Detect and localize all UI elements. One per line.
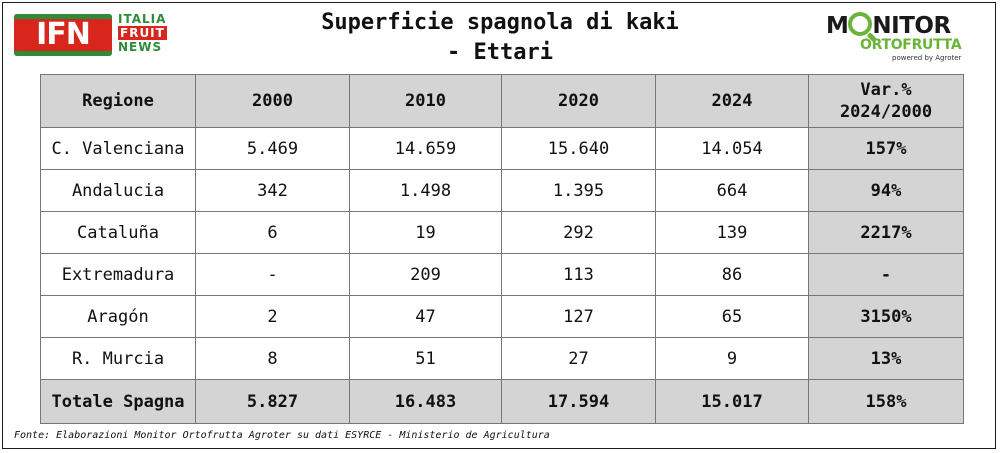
monitor-ortofrutta-logo: M NITOR ORTOFRUTTA powered by Agroter [826, 12, 986, 64]
table-row: Extremadura - 209 113 86 - [40, 253, 964, 296]
cell-2000: 342 [195, 169, 350, 212]
cell-2024: 9 [655, 337, 809, 380]
total-2000: 5.827 [195, 379, 350, 424]
header-regione: Regione [40, 74, 196, 128]
ifn-word-fruit: FRUIT [118, 26, 167, 40]
cell-region: Aragón [40, 295, 196, 338]
table-row: C. Valenciana 5.469 14.659 15.640 14.054… [40, 127, 964, 170]
ifn-logo-letters: IFN [36, 17, 91, 52]
monitor-logo-powered: powered by Agroter [892, 54, 962, 62]
title-line-2: - Ettari [447, 40, 553, 65]
total-2020: 17.594 [501, 379, 656, 424]
ifn-word-news: NEWS [118, 40, 163, 54]
cell-2010: 19 [349, 211, 502, 254]
cell-2020: 15.640 [501, 127, 656, 170]
table-row: Cataluña 6 19 292 139 2217% [40, 211, 964, 254]
cell-2020: 127 [501, 295, 656, 338]
cell-2020: 27 [501, 337, 656, 380]
cell-2000: 5.469 [195, 127, 350, 170]
cell-2000: 8 [195, 337, 350, 380]
cell-2020: 113 [501, 253, 656, 296]
cell-2010: 51 [349, 337, 502, 380]
cell-2024: 14.054 [655, 127, 809, 170]
ifn-logo-words: ITALIA FRUIT NEWS [118, 12, 167, 54]
cell-2020: 292 [501, 211, 656, 254]
cell-region: C. Valenciana [40, 127, 196, 170]
cell-2010: 14.659 [349, 127, 502, 170]
cell-var: 3150% [808, 295, 964, 338]
cell-region: Andalucia [40, 169, 196, 212]
header-2010: 2010 [349, 74, 502, 128]
table-row: Andalucia 342 1.498 1.395 664 94% [40, 169, 964, 212]
cell-region: Extremadura [40, 253, 196, 296]
cell-2024: 139 [655, 211, 809, 254]
monitor-logo-main: M NITOR [826, 12, 951, 39]
monitor-logo-sub: ORTOFRUTTA [860, 37, 962, 53]
cell-var: 157% [808, 127, 964, 170]
cell-region: R. Murcia [40, 337, 196, 380]
header-2024: 2024 [655, 74, 809, 128]
cell-2024: 86 [655, 253, 809, 296]
cell-2000: 2 [195, 295, 350, 338]
cell-var: 94% [808, 169, 964, 212]
cell-var: 13% [808, 337, 964, 380]
cell-2000: 6 [195, 211, 350, 254]
magnifier-icon [848, 12, 873, 36]
header-2020: 2020 [501, 74, 656, 128]
cell-var: - [808, 253, 964, 296]
table-row: R. Murcia 8 51 27 9 13% [40, 337, 964, 380]
cell-region: Cataluña [40, 211, 196, 254]
total-2010: 16.483 [349, 379, 502, 424]
total-region: Totale Spagna [40, 379, 196, 424]
source-note: Fonte: Elaborazioni Monitor Ortofrutta A… [14, 430, 550, 441]
cell-2024: 664 [655, 169, 809, 212]
page-title: Superficie spagnola di kaki - Ettari [240, 8, 760, 68]
cell-2010: 47 [349, 295, 502, 338]
header-2000: 2000 [195, 74, 350, 128]
title-line-1: Superficie spagnola di kaki [321, 10, 679, 35]
cell-2020: 1.395 [501, 169, 656, 212]
ifn-word-italia: ITALIA [118, 12, 167, 26]
ifn-logo-mark: IFN [14, 14, 112, 56]
table-total-row: Totale Spagna 5.827 16.483 17.594 15.017… [40, 379, 964, 424]
cell-2000: - [195, 253, 350, 296]
header-var: Var.% 2024/2000 [808, 74, 964, 128]
total-2024: 15.017 [655, 379, 809, 424]
cell-2010: 209 [349, 253, 502, 296]
table-row: Aragón 2 47 127 65 3150% [40, 295, 964, 338]
surface-table: Regione 2000 2010 2020 2024 Var.% 2024/2… [40, 74, 964, 424]
table-header-row: Regione 2000 2010 2020 2024 Var.% 2024/2… [40, 74, 964, 128]
cell-2024: 65 [655, 295, 809, 338]
ifn-logo: IFN ITALIA FRUIT NEWS [14, 12, 186, 58]
total-var: 158% [808, 379, 964, 424]
cell-2010: 1.498 [349, 169, 502, 212]
cell-var: 2217% [808, 211, 964, 254]
